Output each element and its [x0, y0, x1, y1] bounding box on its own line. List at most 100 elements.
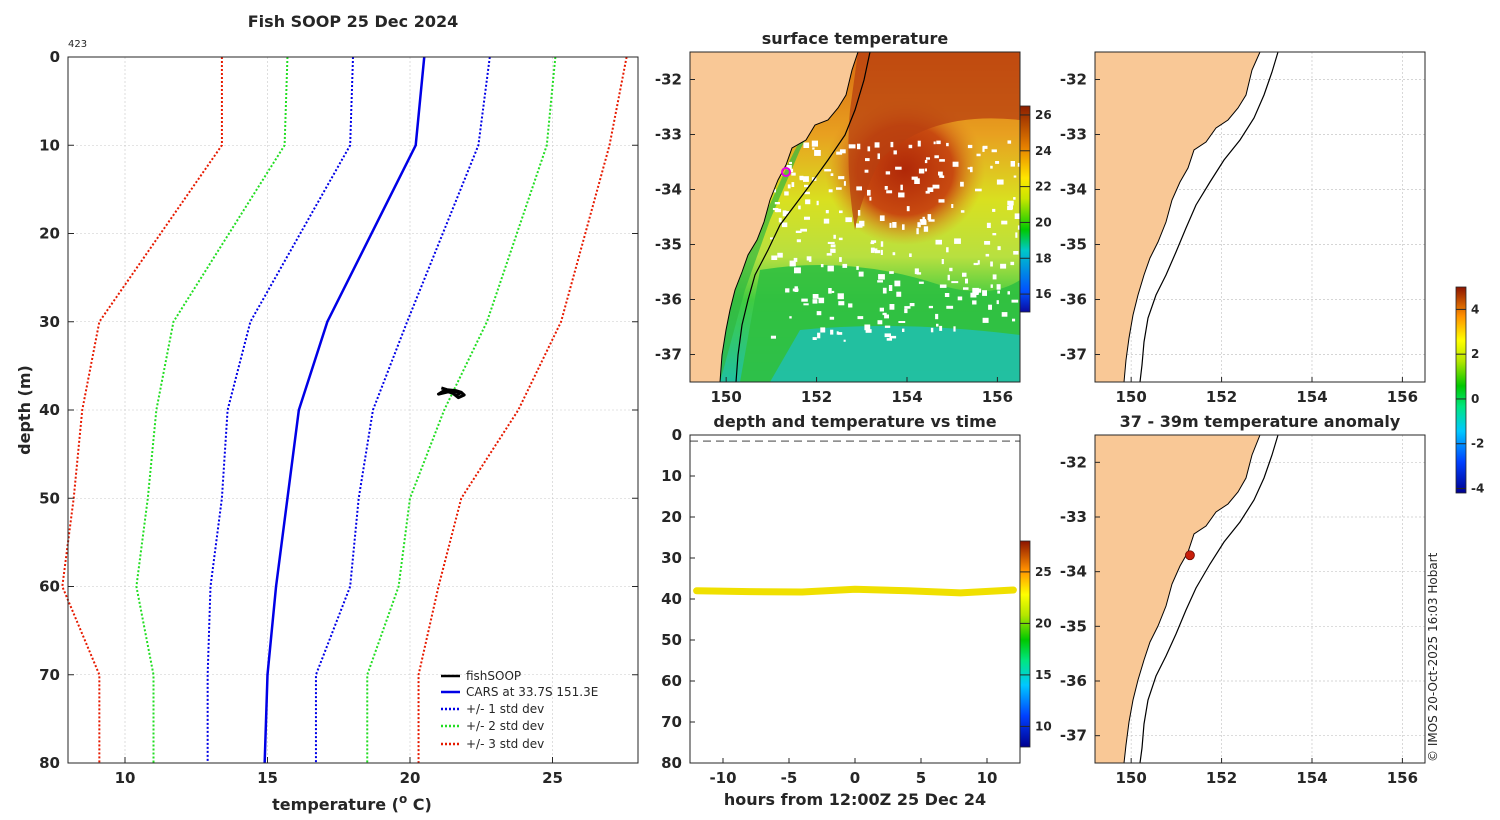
series--3-std-dev — [417, 56, 628, 763]
anomaly-colorbar-ticks: -4 -2 0 2 4 — [1455, 286, 1484, 496]
timeplot-cb-label: 20 — [1035, 616, 1052, 630]
cloud-pixel — [957, 296, 963, 301]
timeplot-ticks: -10 -5 0 5 10 0 10 20 30 40 50 60 70 80 — [661, 426, 997, 787]
timeplot-cb-frame — [1019, 540, 1031, 748]
cloud-pixel — [1014, 213, 1020, 219]
cloud-pixel — [1017, 225, 1020, 230]
sst-cb-label: 18 — [1035, 251, 1052, 265]
timeplot-ticklabel-x: 10 — [977, 769, 998, 787]
cloud-pixel — [984, 241, 991, 245]
cloud-pixel — [838, 176, 845, 180]
profile-legend: fishSOOP CARS at 33.7S 151.3E +/- 1 std … — [441, 669, 598, 751]
profile-ylabel: depth (m) — [15, 365, 34, 455]
cloud-pixel — [967, 144, 973, 149]
cloud-pixel — [773, 189, 776, 193]
credit-text: © IMOS 20-Oct-2025 16:03 Hobart — [1426, 552, 1440, 762]
cloud-pixel — [982, 317, 989, 323]
cloud-pixel — [926, 157, 930, 160]
cloud-pixel — [923, 226, 929, 232]
cloud-pixel — [1017, 162, 1020, 167]
profile-id-label: 423 — [68, 39, 87, 50]
sst-ticklabel-x: 150 — [711, 388, 742, 406]
timeplot-ticklabel-y: 50 — [661, 631, 682, 649]
profile-ticklabel-y: 0 — [50, 48, 60, 66]
anomaly-cb-label: -2 — [1471, 437, 1484, 451]
sst-cb-label: 22 — [1035, 180, 1052, 194]
sst-teal-south — [770, 326, 1020, 382]
sst-ticklabel-y: -35 — [655, 236, 682, 254]
tr-land — [1095, 52, 1260, 382]
fishsoop-trace — [437, 386, 466, 400]
cloud-pixel — [997, 246, 1001, 251]
profile-lines — [61, 56, 628, 764]
cloud-pixel — [845, 217, 852, 223]
cloud-pixel — [890, 141, 894, 148]
sst-cb-label: 26 — [1035, 108, 1052, 122]
cloud-pixel — [976, 153, 981, 157]
cloud-pixel — [988, 304, 992, 310]
cloud-pixel — [806, 256, 812, 261]
cloud-pixel — [930, 327, 934, 333]
cloud-pixel — [789, 161, 792, 165]
sst-shelf-contour — [735, 52, 871, 382]
br-ticklabel-y: -37 — [1060, 727, 1087, 745]
cloud-pixel — [997, 290, 1000, 294]
cloud-pixel — [870, 240, 877, 243]
tr-ticklabel-y: -34 — [1060, 181, 1087, 199]
profile-xlabel: temperature (o C) — [272, 792, 432, 814]
cloud-pixel — [953, 326, 956, 332]
cloud-pixel — [812, 294, 819, 299]
sst-cb-frame — [1019, 105, 1031, 313]
tr-ticklabel-y: -37 — [1060, 346, 1087, 364]
profile-title: Fish SOOP 25 Dec 2024 — [248, 12, 458, 31]
cloud-pixel — [963, 287, 969, 290]
cloud-pixel — [800, 228, 807, 232]
cloud-pixel — [877, 280, 883, 283]
cloud-pixel — [946, 305, 954, 309]
cloud-pixel — [933, 141, 936, 145]
cloud-pixel — [790, 168, 794, 173]
anomaly-cb-label: 0 — [1471, 392, 1479, 406]
cloud-pixel — [898, 192, 905, 198]
sst-location-marker — [781, 167, 791, 177]
cloud-pixel — [867, 189, 871, 196]
cloud-pixel — [909, 303, 915, 307]
cloud-pixel — [986, 222, 991, 228]
cloud-pixel — [967, 167, 971, 170]
cloud-pixel — [774, 202, 780, 205]
cloud-pixel — [864, 169, 869, 173]
cloud-pixel — [856, 186, 862, 191]
cloud-pixel — [803, 142, 810, 148]
cloud-pixel — [843, 339, 846, 342]
br-ticklabel-y: -36 — [1060, 672, 1087, 690]
legend-std1: +/- 1 std dev — [466, 702, 544, 716]
series--1-std-dev — [206, 56, 354, 763]
cloud-pixel — [889, 335, 897, 339]
cloud-pixel — [867, 146, 871, 152]
br-ticklabel-x: 156 — [1387, 769, 1418, 787]
cloud-pixel — [827, 265, 834, 272]
cloud-pixel — [884, 333, 891, 338]
cloud-pixel — [848, 303, 853, 308]
cloud-pixel — [776, 208, 782, 213]
cloud-pixel — [836, 331, 839, 335]
sst-ticklabel-y: -33 — [655, 126, 682, 144]
cloud-pixel — [914, 268, 919, 275]
timeplot-cb-label: 25 — [1035, 565, 1052, 579]
cloud-pixel — [1001, 312, 1008, 317]
cloud-pixel — [884, 325, 891, 328]
br-ticks: 150 152 154 156 -32 -33 -34 -35 -36 -37 — [1060, 453, 1418, 787]
cloud-pixel — [843, 181, 846, 186]
cloud-pixel — [789, 316, 792, 319]
tr-ticklabel-x: 154 — [1296, 388, 1327, 406]
timeplot-ticklabel-y: 40 — [661, 590, 682, 608]
cloud-pixel — [859, 220, 865, 227]
cloud-pixel — [947, 274, 950, 281]
cloud-pixel — [869, 196, 872, 201]
cloud-pixel — [824, 169, 832, 172]
cloud-pixel — [888, 285, 893, 291]
cloud-pixel — [960, 210, 965, 213]
cloud-pixel — [838, 332, 843, 335]
cloud-pixel — [782, 210, 787, 217]
cloud-pixel — [900, 184, 903, 191]
